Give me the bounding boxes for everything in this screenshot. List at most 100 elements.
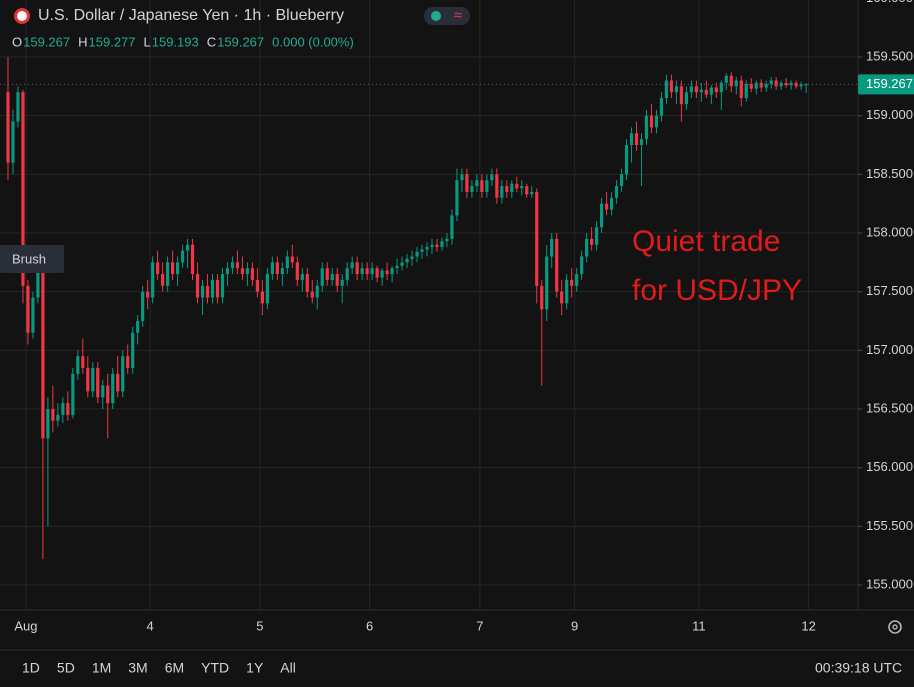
candle-body	[420, 249, 424, 252]
range-button[interactable]: 5D	[57, 660, 75, 676]
range-button[interactable]: YTD	[201, 660, 229, 676]
candle-body	[295, 262, 299, 280]
candle-body	[325, 268, 329, 280]
candle-body	[190, 244, 195, 275]
candle-body	[51, 409, 55, 421]
candle-body	[175, 262, 180, 275]
range-button[interactable]: 3M	[128, 660, 147, 676]
candle-body	[430, 244, 434, 248]
candle-body	[435, 244, 439, 248]
y-tick-label: 159.500	[866, 48, 913, 63]
candle-body	[619, 174, 624, 187]
axes: 160.000 159.500 159.000 158.500 158.000 157.5…	[0, 0, 914, 633]
candle-body	[400, 262, 404, 266]
range-button[interactable]: All	[280, 660, 296, 676]
candle-body	[485, 180, 489, 192]
candle-body	[629, 133, 634, 145]
candle-body	[131, 332, 135, 368]
candle-body	[555, 238, 559, 292]
candle-body	[719, 82, 723, 93]
candle-body	[375, 268, 379, 278]
readout-value: 159.277	[89, 34, 136, 49]
tooltip-box	[0, 245, 64, 273]
candle-body	[116, 373, 120, 392]
candle-body	[270, 262, 274, 275]
grid	[0, 0, 858, 610]
candle-body	[455, 180, 459, 216]
range-button[interactable]: 6M	[165, 660, 184, 676]
candle-body	[699, 89, 703, 93]
candle-body	[255, 279, 259, 292]
y-tick-label: 155.500	[866, 518, 913, 533]
candle-body	[335, 274, 339, 286]
candle-body	[230, 262, 235, 269]
candle-body	[560, 291, 564, 304]
candle-body	[769, 80, 773, 84]
candle-body	[614, 186, 619, 198]
symbol-title[interactable]: U.S. Dollar / Japanese Yen · 1h · Bluebe…	[38, 7, 344, 24]
candle-body	[425, 247, 429, 250]
x-tick-label: 5	[256, 618, 263, 633]
candle-body	[36, 268, 40, 298]
candle-body	[415, 251, 419, 257]
candle-body	[210, 279, 215, 298]
annotation: Quiet trade	[632, 225, 780, 258]
readout-change: 0.000 (0.00%)	[272, 34, 354, 49]
y-tick-label: 158.500	[866, 166, 913, 181]
candle-body	[694, 86, 698, 93]
candle-body	[385, 270, 389, 275]
candle-body	[704, 89, 708, 95]
readout-key: H	[78, 34, 87, 49]
toolbar: 1D 5D 1M 3M 6M YTD 1Y All 00:39:18 UTC	[22, 660, 902, 676]
candle-body	[126, 356, 130, 368]
candle-body	[654, 115, 659, 128]
candle-body	[649, 115, 654, 128]
candle-body	[714, 87, 718, 93]
range-button[interactable]: 1Y	[246, 660, 264, 676]
candle-body	[590, 238, 594, 245]
status-badge[interactable]	[424, 7, 470, 25]
candle-body	[290, 256, 294, 263]
candle-body	[280, 268, 284, 275]
candle-body	[709, 87, 713, 95]
range-button[interactable]: 1D	[22, 660, 40, 676]
candle-body	[215, 279, 220, 298]
candle-body	[345, 268, 349, 280]
y-tick-label: 157.500	[866, 283, 913, 298]
candle-body	[734, 80, 738, 87]
candle-body	[495, 174, 499, 198]
readout-key: O	[12, 34, 22, 49]
settings-icon[interactable]	[888, 620, 902, 634]
candle-body	[195, 274, 200, 298]
candle-body	[784, 82, 788, 86]
candle-body	[580, 256, 584, 275]
x-tick-label: 6	[366, 618, 373, 633]
range-button[interactable]: 1M	[92, 660, 111, 676]
candle-body	[744, 83, 748, 99]
settings-gear[interactable]	[888, 620, 902, 634]
candle-body	[11, 121, 15, 163]
candle-body	[804, 84, 808, 86]
candle-body	[634, 133, 639, 145]
candle-body	[121, 356, 125, 392]
candle-body	[365, 268, 369, 275]
x-tick-label: 9	[571, 618, 578, 633]
y-tick-label: 160.000	[866, 0, 913, 5]
candle-body	[260, 291, 264, 304]
candle-body	[405, 258, 409, 263]
candle-body	[275, 262, 279, 275]
tooltip: Brush	[12, 251, 46, 266]
candle-body	[360, 268, 364, 275]
market-open-dot	[431, 11, 441, 21]
candle-body	[510, 183, 514, 192]
candle-body	[320, 268, 324, 286]
candle-body	[225, 268, 230, 275]
candle-body	[789, 82, 793, 86]
candle-body	[520, 186, 524, 189]
candle-body	[61, 403, 65, 415]
y-tick-label: 156.000	[866, 459, 913, 474]
candle-body	[170, 262, 175, 275]
candle-body	[355, 262, 359, 275]
candle-body	[595, 227, 599, 245]
